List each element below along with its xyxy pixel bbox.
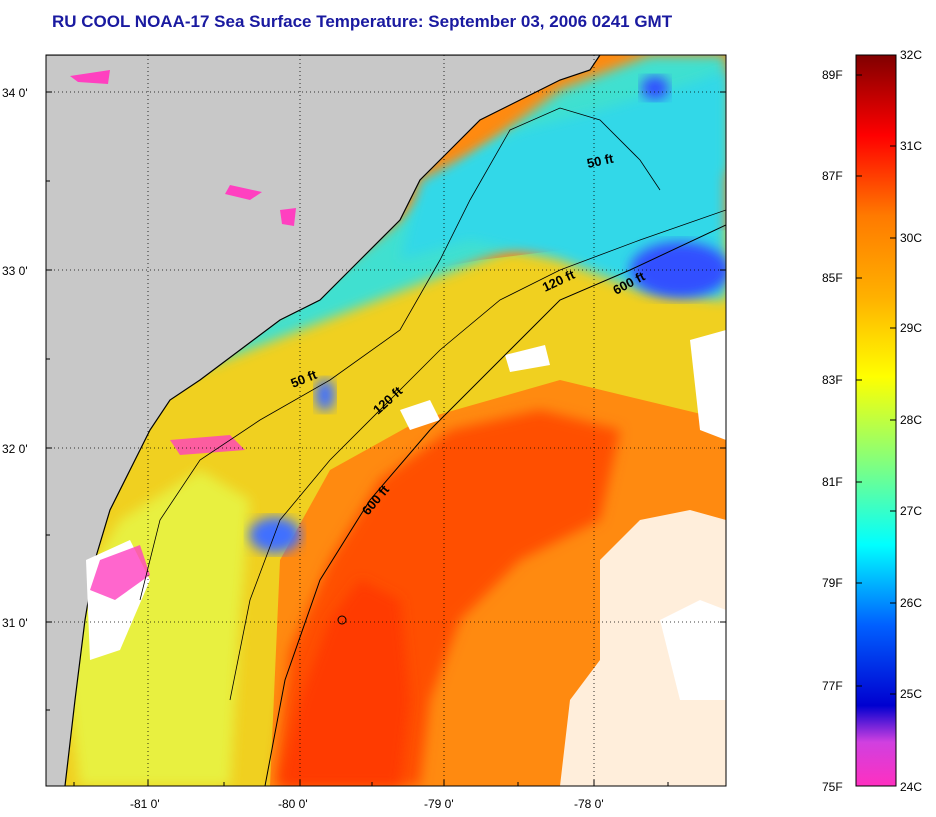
lat-label-33: 33 0': [2, 264, 28, 278]
graticule: [46, 55, 726, 786]
cb-c-25: 25C: [900, 687, 922, 701]
cb-c-32: 32C: [900, 48, 922, 62]
cb-f-79: 79F: [822, 576, 843, 590]
coastline-outline: [46, 55, 601, 786]
lat-label-31: 31 0': [2, 616, 28, 630]
map-title: RU COOL NOAA-17 Sea Surface Temperature:…: [52, 12, 673, 31]
land-coastline: [46, 55, 600, 786]
cb-f-75: 75F: [822, 780, 843, 794]
water-cool-north: [400, 70, 726, 300]
cloud-small: [400, 400, 440, 430]
lon-label-81: -81 0': [130, 797, 160, 811]
marsh-patch-2: [170, 435, 245, 455]
cb-f-77: 77F: [822, 679, 843, 693]
lat-label-34: 34 0': [2, 86, 28, 100]
isobath-120ft: [229, 209, 726, 701]
axis-ticks: [46, 91, 726, 786]
cold-patch-sw: [249, 517, 301, 553]
lon-label-80: -80 0': [278, 797, 308, 811]
isobath-50ft: [139, 107, 661, 601]
cold-patch-mid: [315, 379, 335, 411]
marsh-patch-1: [90, 545, 150, 600]
cb-f-87: 87F: [822, 169, 843, 183]
cb-c-24: 24C: [900, 780, 922, 794]
colorbar: [855, 54, 897, 787]
cb-c-28: 28C: [900, 413, 922, 427]
cb-c-27: 27C: [900, 504, 922, 518]
water-hot-core-inner: [280, 580, 410, 786]
lon-label-78: -78 0': [574, 797, 604, 811]
inland-patch-2: [70, 70, 110, 84]
cloud-e: [690, 330, 726, 440]
lat-label-32: 32 0': [2, 442, 28, 456]
cloud-se: [560, 510, 726, 786]
cloud-se-core: [660, 600, 726, 700]
colorbar-ticks: [856, 74, 896, 695]
cb-c-30: 30C: [900, 231, 922, 245]
inland-patch-3: [280, 208, 296, 226]
water-nearshore-south: [60, 470, 250, 786]
cb-f-89: 89F: [822, 68, 843, 82]
isobath-600ft: [264, 224, 726, 786]
cb-f-81: 81F: [822, 475, 843, 489]
map-frame: [45, 54, 727, 787]
inland-patch-1: [225, 185, 262, 200]
cb-c-31: 31C: [900, 139, 922, 153]
sst-map: [46, 55, 726, 786]
lon-label-79: -79 0': [424, 797, 454, 811]
cold-patch-n: [641, 76, 669, 100]
cb-f-83: 83F: [822, 373, 843, 387]
buoy-marker: [337, 615, 347, 625]
cb-c-26: 26C: [900, 596, 922, 610]
cb-f-85: 85F: [822, 271, 843, 285]
cloud-small-2: [505, 345, 550, 372]
cb-c-29: 29C: [900, 321, 922, 335]
contour-label-50ft-north: 50 ft: [586, 151, 616, 171]
